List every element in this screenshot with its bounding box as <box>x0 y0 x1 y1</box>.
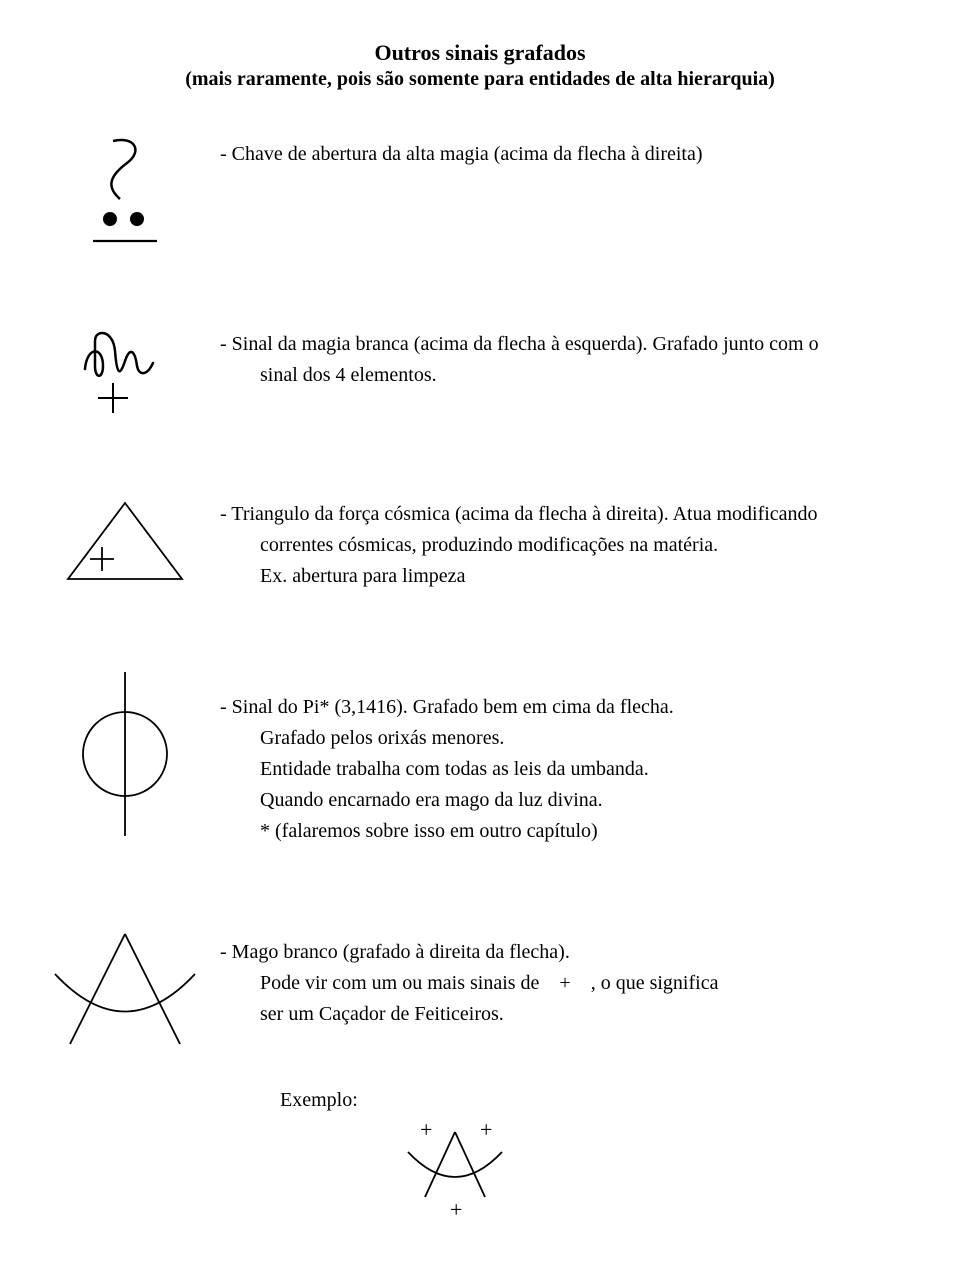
desc-chave-abertura: - Chave de abertura da alta magia (acima… <box>220 131 930 172</box>
item-mago-branco: - Mago branco (grafado à direita da flec… <box>30 919 930 1059</box>
text-line: - Mago branco (grafado à direita da flec… <box>220 939 930 966</box>
desc-magia-branca: - Sinal da magia branca (acima da flecha… <box>220 321 930 393</box>
desc-triangulo: - Triangulo da força cósmica (acima da f… <box>220 491 930 594</box>
svg-text:+: + <box>450 1197 462 1222</box>
item-triangulo: - Triangulo da força cósmica (acima da f… <box>30 491 930 594</box>
text-line: - Sinal do Pi* (3,1416). Grafado bem em … <box>220 694 930 721</box>
text-line: Grafado pelos orixás menores. <box>220 725 930 752</box>
text-line: - Sinal da magia branca (acima da flecha… <box>220 331 930 358</box>
symbol-chave-abertura <box>30 131 220 261</box>
text-part: , o que significa <box>591 972 719 994</box>
symbol-exemplo: + + + <box>380 1112 930 1228</box>
text-line: * (falaremos sobre isso em outro capítul… <box>220 818 930 845</box>
symbol-magia-branca <box>30 321 220 421</box>
item-pi: - Sinal do Pi* (3,1416). Grafado bem em … <box>30 664 930 849</box>
symbol-triangulo <box>30 491 220 591</box>
desc-pi: - Sinal do Pi* (3,1416). Grafado bem em … <box>220 664 930 849</box>
text-line: Pode vir com um ou mais sinais de + , o … <box>220 970 930 997</box>
text-part: Pode vir com um ou mais sinais de <box>260 972 539 994</box>
plus-sign: + <box>559 972 570 994</box>
text-line: correntes cósmicas, produzindo modificaç… <box>220 532 930 559</box>
item-magia-branca: - Sinal da magia branca (acima da flecha… <box>30 321 930 421</box>
text-line: sinal dos 4 elementos. <box>220 362 930 389</box>
text-line: - Chave de abertura da alta magia (acima… <box>220 141 930 168</box>
text-line: Quando encarnado era mago da luz divina. <box>220 787 930 814</box>
svg-text:+: + <box>420 1117 432 1142</box>
text-line: Entidade trabalha com todas as leis da u… <box>220 756 930 783</box>
symbol-pi <box>30 664 220 844</box>
desc-mago-branco: - Mago branco (grafado à direita da flec… <box>220 919 930 1032</box>
svg-text:+: + <box>480 1117 492 1142</box>
symbol-mago-branco <box>30 919 220 1059</box>
item-chave-abertura: - Chave de abertura da alta magia (acima… <box>30 131 930 261</box>
text-line: Ex. abertura para limpeza <box>220 563 930 590</box>
page-subtitle: (mais raramente, pois são somente para e… <box>30 68 930 91</box>
page-title: Outros sinais grafados <box>30 40 930 66</box>
text-line: ser um Caçador de Feiticeiros. <box>220 1001 930 1028</box>
text-line: - Triangulo da força cósmica (acima da f… <box>220 501 930 528</box>
exemplo-label: Exemplo: <box>280 1089 930 1112</box>
